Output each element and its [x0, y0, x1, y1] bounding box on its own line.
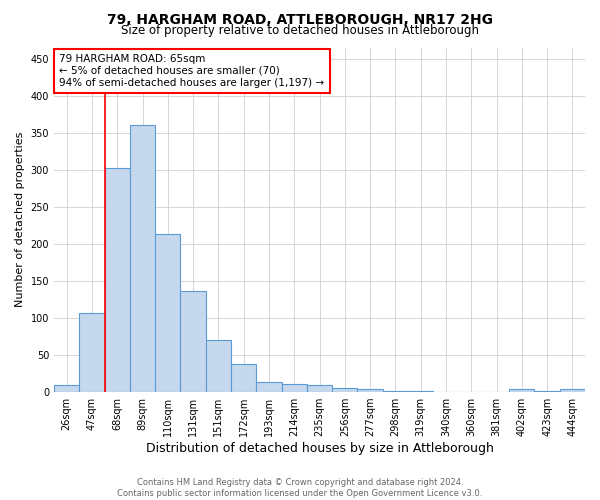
Text: 79, HARGHAM ROAD, ATTLEBOROUGH, NR17 2HG: 79, HARGHAM ROAD, ATTLEBOROUGH, NR17 2HG [107, 12, 493, 26]
Bar [281, 384, 307, 392]
Bar [181, 292, 206, 392]
Bar [155, 234, 181, 392]
X-axis label: Distribution of detached houses by size in Attleborough: Distribution of detached houses by size … [146, 442, 493, 455]
Y-axis label: Number of detached properties: Number of detached properties [15, 132, 25, 308]
Text: Size of property relative to detached houses in Attleborough: Size of property relative to detached ho… [121, 24, 479, 37]
Bar [560, 389, 585, 392]
Text: 79 HARGHAM ROAD: 65sqm
← 5% of detached houses are smaller (70)
94% of semi-deta: 79 HARGHAM ROAD: 65sqm ← 5% of detached … [59, 54, 325, 88]
Bar [79, 313, 104, 392]
Bar [358, 389, 383, 392]
Bar [54, 386, 79, 392]
Text: Contains HM Land Registry data © Crown copyright and database right 2024.
Contai: Contains HM Land Registry data © Crown c… [118, 478, 482, 498]
Bar [104, 168, 130, 392]
Bar [206, 340, 231, 392]
Bar [256, 382, 281, 392]
Bar [307, 386, 332, 392]
Bar [509, 389, 535, 392]
Bar [383, 390, 408, 392]
Bar [332, 388, 358, 392]
Bar [231, 364, 256, 392]
Bar [130, 126, 155, 392]
